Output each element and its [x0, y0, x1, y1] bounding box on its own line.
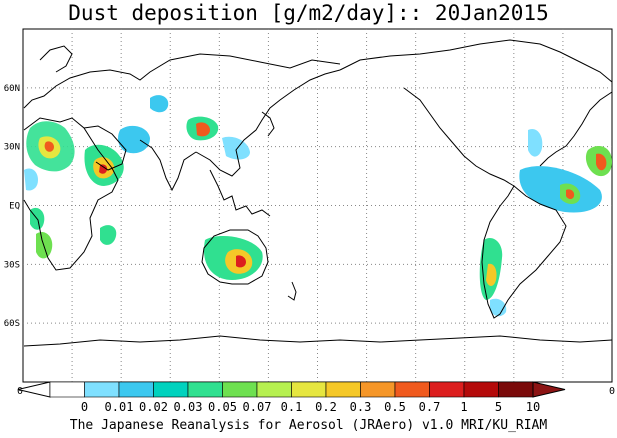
dust-plume-patagonia [490, 298, 507, 317]
colorbar-label: 0.5 [384, 400, 406, 414]
colorbar-label: 0.05 [208, 400, 237, 414]
colorbar-segment [325, 381, 361, 398]
dust-plume-caribbean-peak [566, 189, 575, 199]
colorbar-label: 5 [495, 400, 502, 414]
colorbar-labels: 0 0.01 0.02 0.03 0.05 0.07 0.1 0.2 0.3 0.5 0.7 1 5 10 [81, 400, 540, 414]
colorbar-segment [49, 381, 85, 398]
dust-plume-west-africa [24, 168, 38, 191]
colorbar-segment [118, 381, 154, 398]
colorbar-label: 0.01 [105, 400, 134, 414]
colorbar-segment [360, 381, 396, 398]
dust-plume-argentina-core [486, 263, 497, 286]
left-edge-label: 0 [17, 386, 23, 397]
colorbar-segment [256, 381, 292, 398]
dust-plume-west-africa-east-core [596, 153, 607, 171]
latitude-label: 30N [4, 143, 20, 153]
grid-lines [23, 29, 612, 382]
coastline-antarctica [23, 335, 613, 347]
coastline-se-asia [209, 169, 271, 217]
coastline-scandinavia [39, 45, 73, 73]
latitude-label: 30S [4, 260, 20, 270]
dust-plume-australia-peak [236, 255, 246, 268]
colorbar-segment [394, 381, 430, 398]
colorbar-segment [222, 381, 258, 398]
coastline-india [139, 139, 197, 192]
coastline-europe [23, 53, 341, 109]
colorbar-label: 1 [460, 400, 467, 414]
dust-plume-mexico [528, 128, 543, 157]
latitude-labels: 60N 30N EQ 30S 60S [4, 84, 20, 329]
coastlines [23, 39, 613, 347]
dust-plume-central-asia [150, 95, 169, 113]
coastline-new-zealand [287, 281, 297, 301]
colorbar-label: 0.3 [350, 400, 372, 414]
colorbar-segment [291, 381, 327, 398]
dust-plume-south-africa-2 [100, 225, 117, 245]
coastline-na-west [403, 87, 515, 187]
colorbar-label: 0.1 [281, 400, 303, 414]
coastline-arabia [83, 125, 127, 171]
colorbar-segment [463, 381, 499, 398]
colorbar-segment [498, 381, 534, 398]
latitude-label: EQ [9, 202, 20, 212]
coastline-south-america [481, 185, 567, 319]
dust-plume-east-china [222, 136, 250, 160]
coastline-north-america [339, 39, 613, 83]
colorbar-max-arrow [532, 381, 566, 398]
colorbar-label: 0.02 [139, 400, 168, 414]
dust-plumes [24, 95, 612, 317]
dust-plume-arabia-peak [99, 164, 108, 174]
colorbar-segment [84, 381, 120, 398]
right-edge-label: 0 [609, 386, 615, 397]
latitude-label: 60N [4, 84, 20, 94]
coastline-australia [201, 229, 269, 285]
colorbar-label: 0.2 [315, 400, 337, 414]
dust-plume-sahara-peak [44, 141, 54, 152]
colorbar-segment [153, 381, 189, 398]
colorbar-label: 0.03 [174, 400, 203, 414]
colorbar-label: 0.07 [243, 400, 272, 414]
colorbar-label: 0.7 [419, 400, 441, 414]
figure-footer: The Japanese Reanalysis for Aerosol (JRA… [69, 418, 548, 433]
figure-title: Dust deposition [g/m2/day]:: 20Jan2015 [68, 1, 549, 25]
dust-plume-iran [118, 125, 150, 154]
coastline-east-asia [195, 69, 341, 177]
coastline-japan [261, 111, 275, 137]
colorbar-label: 10 [526, 400, 540, 414]
colorbar-segment [187, 381, 223, 398]
latitude-label: 60S [4, 319, 20, 329]
colorbar-label: 0 [81, 400, 88, 414]
colorbar-segment [429, 381, 465, 398]
colorbar [17, 381, 566, 398]
dust-plume-gobi-core [196, 122, 210, 137]
coastline-africa [23, 117, 119, 271]
coastline-na-east [539, 91, 613, 167]
